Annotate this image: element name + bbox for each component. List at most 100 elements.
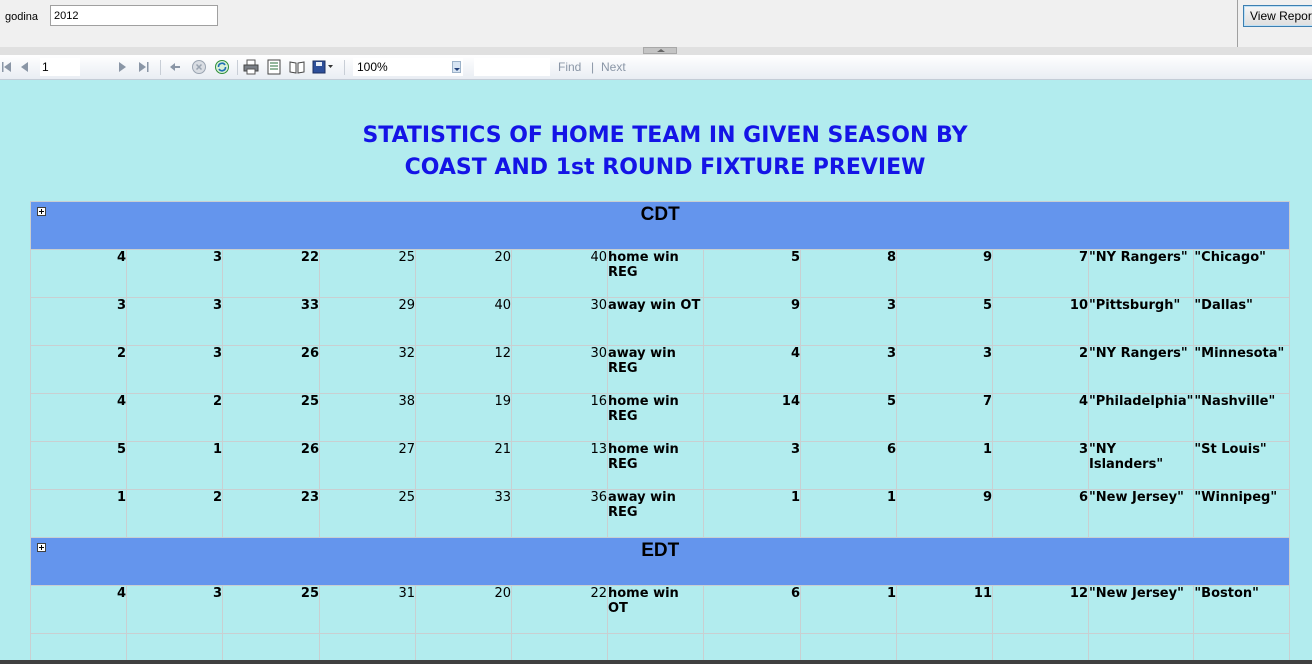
table-cell: 3 [896, 345, 993, 394]
viewer-bottom-border [0, 660, 1312, 664]
table-cell: 40 [415, 297, 512, 346]
parameter-divider [1237, 0, 1238, 47]
table-cell: 30 [511, 345, 608, 394]
zoom-dropdown[interactable]: 100% [353, 58, 463, 76]
table-cell: 2 [126, 489, 223, 538]
table-cell: 8 [800, 249, 897, 298]
table-cell: "St Louis" [1193, 441, 1291, 490]
table-cell: away win OT [607, 297, 704, 346]
table-cell: "Philadelphia" [1087, 393, 1195, 442]
table-cell: away win REG [607, 345, 704, 394]
table-cell: home win REG [607, 393, 704, 442]
table-cell: 3 [30, 297, 127, 346]
collapse-parameters-handle[interactable] [643, 47, 677, 54]
chevron-down-icon[interactable] [452, 61, 461, 73]
previous-page-icon[interactable] [20, 59, 30, 75]
find-next-button[interactable]: Next [601, 60, 626, 74]
table-cell: home win REG [607, 441, 704, 490]
last-page-icon[interactable] [138, 59, 150, 75]
zoom-value: 100% [357, 60, 388, 74]
table-cell: "Winnipeg" [1193, 489, 1291, 538]
table-cell: "Pittsburgh" [1087, 297, 1195, 346]
table-cell: 5 [800, 393, 897, 442]
table-cell [511, 633, 608, 660]
table-cell: 5 [30, 441, 127, 490]
table-cell: 22 [511, 585, 608, 634]
report-title: STATISTICS OF HOME TEAM IN GIVEN SEASON … [330, 120, 1000, 184]
current-page-input[interactable] [40, 58, 80, 76]
table-row: 2 3 26 32 12 30 away win REG 4 3 3 2 "NY Rangers" "M… [30, 345, 1291, 394]
table-cell: 9 [703, 297, 801, 346]
table-cell: 9 [896, 489, 993, 538]
back-icon[interactable] [169, 59, 181, 75]
table-cell: 10 [992, 297, 1089, 346]
export-icon[interactable] [312, 59, 334, 75]
find-button[interactable]: Find [558, 60, 582, 74]
table-cell: 36 [511, 489, 608, 538]
table-cell: 4 [703, 345, 801, 394]
table-cell [415, 633, 512, 660]
expand-toggle-icon[interactable] [37, 207, 46, 216]
report-viewport[interactable]: STATISTICS OF HOME TEAM IN GIVEN SEASON … [0, 80, 1312, 660]
table-row: 4 2 25 38 19 16 home win REG 14 5 7 4 "Philadelphia… [30, 393, 1291, 442]
year-parameter-input[interactable] [50, 5, 218, 26]
table-cell: "Dallas" [1193, 297, 1291, 346]
table-cell: 20 [415, 585, 512, 634]
find-separator: | [591, 60, 595, 74]
table-cell [607, 633, 704, 660]
table-row: 3 3 33 29 40 30 away win OT 9 3 5 10 "Pittsburgh" "D… [30, 297, 1291, 346]
year-parameter-label: godina [5, 11, 39, 23]
table-cell: "Chicago" [1193, 249, 1291, 298]
page-setup-icon[interactable] [289, 59, 305, 75]
group-header-row: EDT [29, 537, 1291, 586]
table-cell: 6 [992, 489, 1089, 538]
table-cell: 25 [222, 585, 320, 634]
table-cell: 40 [511, 249, 608, 298]
table-cell: 23 [222, 489, 320, 538]
table-cell: 29 [319, 297, 416, 346]
toolbar-separator [237, 60, 238, 75]
table-cell: 14 [703, 393, 801, 442]
next-page-icon[interactable] [117, 59, 127, 75]
table-cell: 1 [896, 441, 993, 490]
table-cell: 33 [415, 489, 512, 538]
group-header-row: CDT [29, 201, 1291, 250]
first-page-icon[interactable] [2, 59, 12, 75]
table-cell [992, 633, 1089, 660]
view-report-button[interactable]: View Report [1243, 5, 1312, 27]
table-cell: 6 [703, 585, 801, 634]
table-cell: home win REG [607, 249, 704, 298]
table-cell: 1 [800, 489, 897, 538]
find-text-input[interactable] [474, 58, 550, 76]
table-cell: 20 [415, 249, 512, 298]
table-cell: 2 [992, 345, 1089, 394]
table-cell [30, 633, 127, 660]
table-cell: 3 [126, 249, 223, 298]
print-icon[interactable] [243, 59, 259, 75]
table-row: 5 1 26 27 21 13 home win REG 3 6 1 3 "NY Islanders"… [30, 441, 1291, 490]
table-cell: 33 [222, 297, 320, 346]
table-cell: 30 [511, 297, 608, 346]
refresh-icon[interactable] [214, 59, 230, 75]
table-cell: 3 [126, 585, 223, 634]
print-layout-icon[interactable] [266, 59, 282, 75]
table-cell: 26 [222, 345, 320, 394]
table-cell: 3 [800, 345, 897, 394]
table-row [30, 633, 1291, 660]
table-cell: 9 [896, 249, 993, 298]
table-cell: "Nashville" [1193, 393, 1291, 442]
table-cell: 5 [896, 297, 993, 346]
table-cell: 25 [319, 489, 416, 538]
group-header-cell: CDT [29, 201, 1291, 250]
expand-toggle-icon[interactable] [37, 543, 46, 552]
table-cell: 13 [511, 441, 608, 490]
table-cell: 26 [222, 441, 320, 490]
report-title-line-1: STATISTICS OF HOME TEAM IN GIVEN SEASON … [362, 123, 968, 148]
stop-icon[interactable] [191, 59, 207, 75]
table-cell: "New Jersey" [1087, 585, 1195, 634]
table-cell: 7 [896, 393, 993, 442]
table-cell: "NY Rangers" [1087, 345, 1195, 394]
table-cell: "Minnesota" [1193, 345, 1291, 394]
table-cell: 3 [703, 441, 801, 490]
table-cell: 3 [992, 441, 1089, 490]
